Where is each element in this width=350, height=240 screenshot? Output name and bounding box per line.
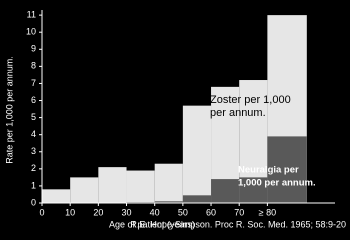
source: R.E. Hope-Simpson. Proc R. Soc. Med. 196… (130, 219, 346, 229)
y-tick-label: 10 (26, 27, 36, 37)
bar (42, 189, 71, 203)
x-tick-label: 20 (93, 207, 103, 217)
bar (70, 177, 99, 203)
y-tick-label: 3 (31, 146, 36, 156)
y-tick-label: 1 (31, 180, 36, 190)
bar (182, 195, 212, 203)
page: Rate per 1,000 per annum. Age of patient… (4, 9, 346, 230)
series-label: Neuralgia per (238, 165, 299, 176)
bar (182, 105, 212, 203)
x-axis-label: Age of patient (years) (109, 219, 195, 229)
x-tick-label: 30 (122, 207, 132, 217)
y-tick-label: 8 (31, 61, 36, 71)
y-tick-label: 7 (31, 78, 36, 88)
series-label: Zoster per 1,000 (210, 94, 291, 106)
bar (154, 201, 183, 203)
series-label: 1,000 per annum. (238, 178, 316, 189)
bar (267, 136, 307, 203)
y-tick-label: 6 (31, 95, 36, 105)
x-tick-label: 40 (150, 207, 160, 217)
x-tick-label: 10 (65, 207, 75, 217)
y-tick-label: 0 (31, 197, 36, 207)
y-tick-label: 9 (31, 44, 36, 54)
x-tick-label: 0 (39, 207, 44, 217)
x-tick-label: 50 (178, 207, 188, 217)
y-tick-label: 2 (31, 163, 36, 173)
y-axis-label: Rate per 1,000 per annum. (4, 56, 14, 164)
x-tick-label: 60 (206, 207, 216, 217)
bar (126, 170, 155, 203)
bar (98, 167, 127, 203)
chart: Rate per 1,000 per annum. Age of patient… (4, 9, 346, 230)
bar (154, 163, 183, 203)
y-tick-label: 5 (31, 112, 36, 122)
series-label: per annum. (210, 107, 266, 119)
bar (211, 179, 240, 203)
y-tick-label: 11 (27, 9, 36, 19)
x-tick-label: ≥ 80 (259, 207, 276, 217)
bar (239, 177, 268, 203)
x-tick-label: 70 (234, 207, 244, 217)
y-tick-label: 4 (31, 129, 36, 139)
